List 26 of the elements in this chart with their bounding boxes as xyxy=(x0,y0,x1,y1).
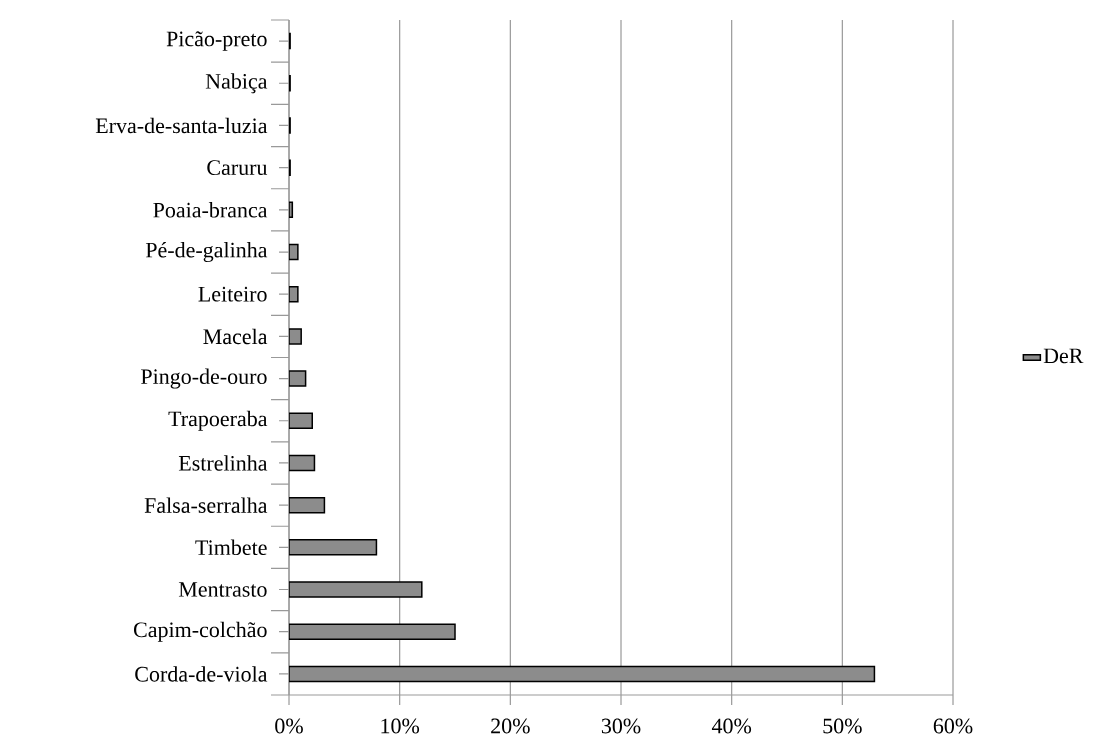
y-tick-label: Pé-de-galinha xyxy=(145,242,268,263)
bar xyxy=(289,496,326,514)
y-tick-label: Capim-colchão xyxy=(133,621,267,642)
x-tick-label: 30% xyxy=(601,718,641,734)
bar xyxy=(289,665,876,683)
y-tick-label: Erva-de-santa-luzia xyxy=(95,117,268,134)
y-tick-label: Mentrasto xyxy=(178,582,267,597)
y-tick-label: Nabiça xyxy=(205,73,268,94)
y-tick-label: Falsa-serralha xyxy=(144,497,268,513)
x-tick-label: 0% xyxy=(275,718,303,734)
y-tick-label: Timbete xyxy=(195,539,267,556)
x-tick-label: 60% xyxy=(933,718,973,734)
y-tick-label: Caruru xyxy=(207,160,268,176)
y-tick-label: Estrelinha xyxy=(178,455,268,471)
x-tick-label: 50% xyxy=(823,718,862,734)
y-tick-label: Pingo-de-ouro xyxy=(141,368,267,389)
y-tick-label: Trapoeraba xyxy=(168,410,268,431)
x-tick-label: 10% xyxy=(381,718,420,734)
y-tick-label: Corda-de-viola xyxy=(135,666,268,682)
y-tick-label: Leiteiro xyxy=(198,286,267,302)
x-tick-label: 20% xyxy=(491,718,530,734)
y-tick-label: Poaia-branca xyxy=(153,202,268,218)
legend-label: DeR xyxy=(1043,348,1084,364)
y-tick-label: Picão-preto xyxy=(166,31,267,51)
y-tick-label: Macela xyxy=(203,328,268,345)
x-tick-label: 40% xyxy=(711,718,752,734)
